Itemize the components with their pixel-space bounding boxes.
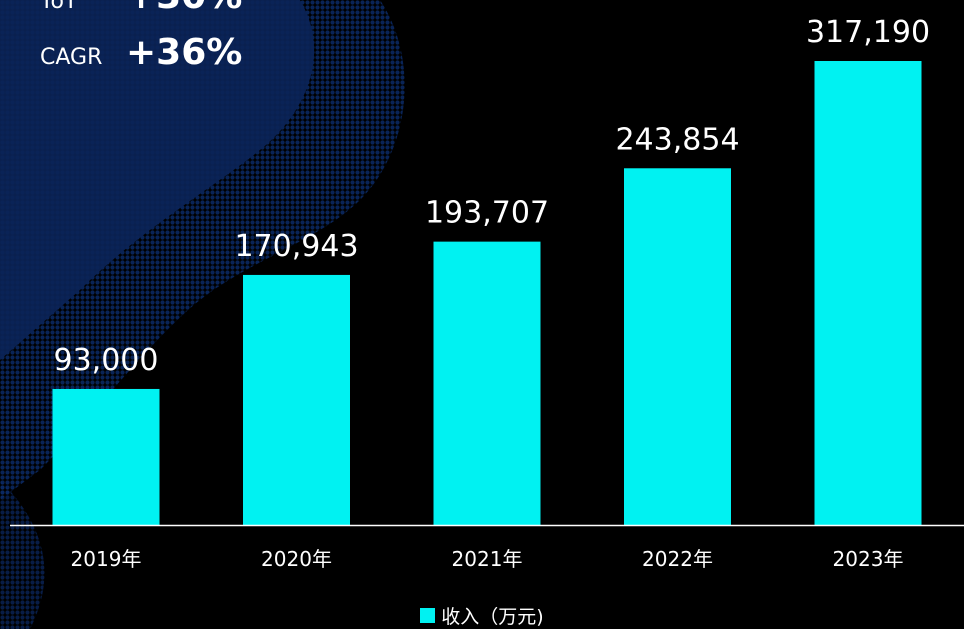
yoy-label: YoY (40, 0, 78, 14)
bar-4 (814, 61, 922, 525)
bar-1 (243, 274, 350, 525)
legend-label: 收入（万元) (441, 606, 544, 628)
data-label-0: 93,000 (54, 343, 159, 378)
bar-0 (52, 388, 160, 525)
legend: 收入（万元) (0, 602, 964, 629)
bar-3 (624, 168, 731, 526)
data-label-3: 243,854 (615, 122, 739, 157)
cagr-label: CAGR (40, 45, 103, 70)
yoy-kpi: YoY +30% (40, 0, 242, 17)
x-tick-label-4: 2023年 (833, 547, 904, 571)
x-tick-label-2: 2021年 (452, 547, 523, 571)
data-label-4: 317,190 (806, 15, 930, 50)
yoy-value: +30% (126, 0, 242, 17)
legend-swatch (420, 608, 436, 623)
data-label-2: 193,707 (425, 196, 549, 231)
x-tick-label-1: 2020年 (261, 547, 332, 571)
cagr-value: +36% (126, 32, 243, 73)
cagr-kpi: CAGR +36% (40, 32, 242, 73)
data-label-1: 170,943 (234, 229, 358, 264)
bar-2 (433, 241, 541, 525)
x-tick-label-0: 2019年 (71, 547, 142, 571)
x-tick-label-3: 2022年 (642, 547, 713, 571)
